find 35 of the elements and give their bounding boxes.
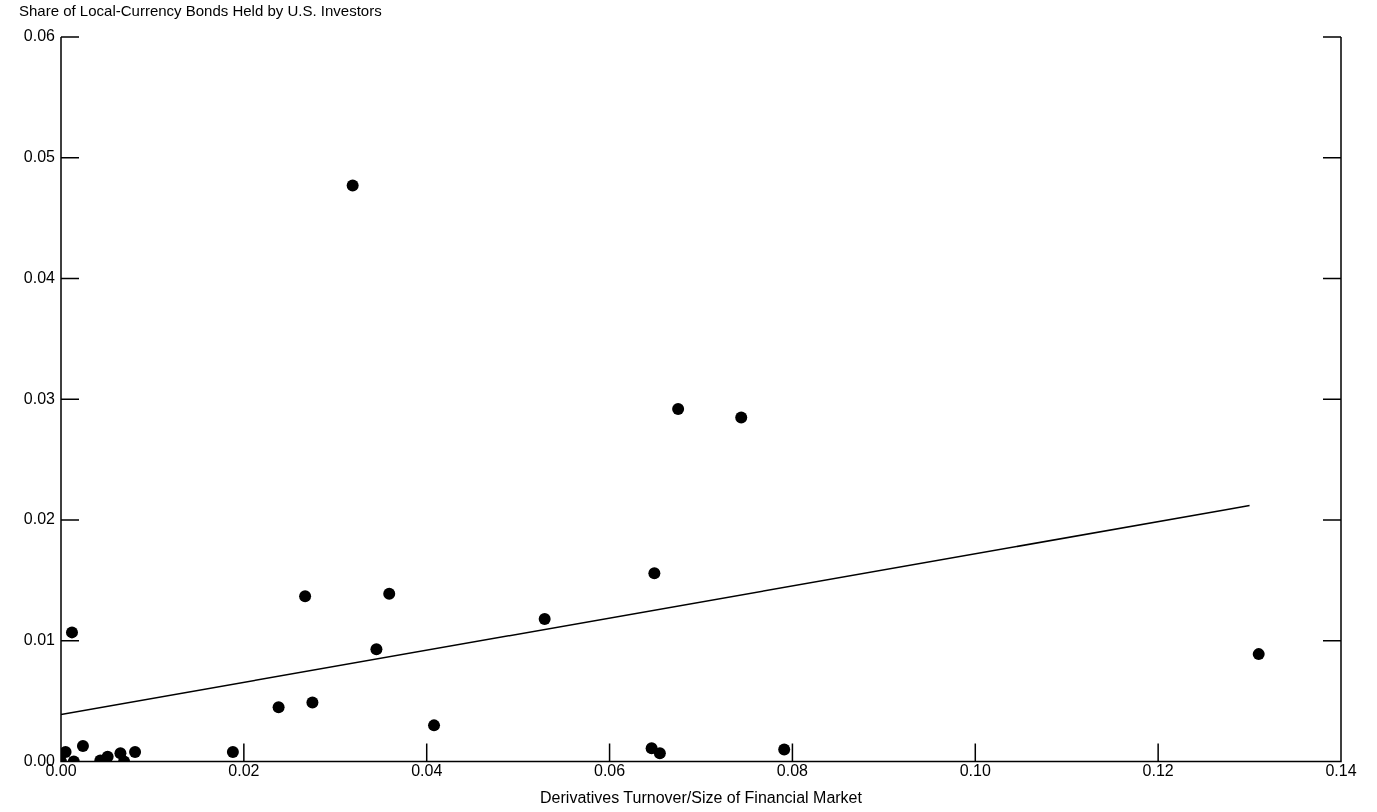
y-tick-label: 0.05 bbox=[23, 148, 56, 166]
point bbox=[272, 701, 285, 714]
x-axis-title: Derivatives Turnover/Size of Financial Market bbox=[540, 788, 863, 806]
point bbox=[76, 739, 89, 752]
x-tick-label: 0.10 bbox=[959, 761, 991, 779]
y-tick-label: 0.01 bbox=[23, 631, 56, 649]
x-tick-label: 0.02 bbox=[228, 761, 260, 779]
point bbox=[370, 643, 383, 656]
point bbox=[226, 745, 239, 758]
y-tick-label: 0.02 bbox=[23, 510, 56, 528]
point bbox=[653, 747, 666, 760]
x-tick-label: 0.14 bbox=[1325, 761, 1357, 779]
x-tick-label: 0.12 bbox=[1142, 761, 1174, 779]
point bbox=[346, 179, 359, 192]
x-tick-label: 0.04 bbox=[411, 761, 443, 779]
point bbox=[129, 745, 142, 758]
y-tick-label: 0.03 bbox=[23, 389, 56, 407]
y-axis-title: Share of Local-Currency Bonds Held by U.S. Investors bbox=[19, 1, 382, 19]
point bbox=[428, 719, 441, 732]
point bbox=[538, 613, 551, 626]
point bbox=[306, 696, 319, 709]
x-tick-label: 0.06 bbox=[594, 761, 626, 779]
point bbox=[672, 402, 685, 415]
point bbox=[648, 567, 661, 580]
point bbox=[383, 587, 396, 600]
y-tick-label: 0.04 bbox=[23, 268, 56, 286]
point bbox=[61, 745, 72, 758]
x-tick-label: 0.08 bbox=[776, 761, 809, 779]
point bbox=[65, 626, 78, 639]
point bbox=[1252, 648, 1265, 661]
point bbox=[299, 590, 312, 603]
point bbox=[101, 750, 114, 762]
point bbox=[735, 411, 748, 424]
point bbox=[778, 743, 791, 756]
y-tick-label: 0.06 bbox=[23, 27, 56, 45]
